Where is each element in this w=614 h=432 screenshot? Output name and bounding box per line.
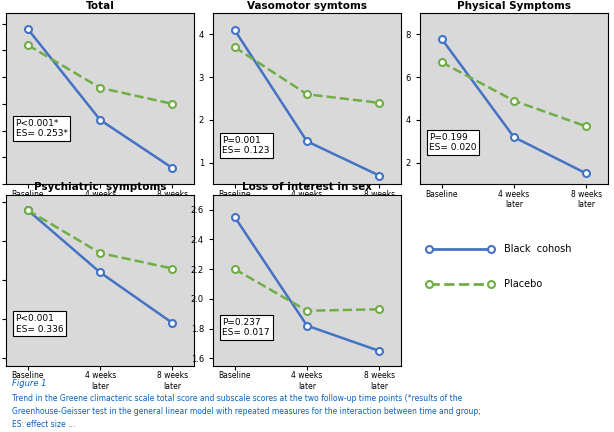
Title: Vasomotor symtoms: Vasomotor symtoms xyxy=(247,1,367,11)
Text: P=0.199
ES= 0.020: P=0.199 ES= 0.020 xyxy=(429,133,476,152)
Title: Total: Total xyxy=(86,1,115,11)
Text: ES: effect size ...: ES: effect size ... xyxy=(12,420,76,429)
Title: Physical Symptoms: Physical Symptoms xyxy=(457,1,571,11)
Text: P<0.001*
ES= 0.253*: P<0.001* ES= 0.253* xyxy=(15,119,68,138)
Text: Greenhouse-Geisser test in the general linear model with repeated measures for t: Greenhouse-Geisser test in the general l… xyxy=(12,407,481,416)
Text: Trend in the Greene climacteric scale total score and subscale scores at the two: Trend in the Greene climacteric scale to… xyxy=(12,394,462,403)
Title: Psychiatric  symptoms: Psychiatric symptoms xyxy=(34,182,166,193)
Text: P=0.001
ES= 0.123: P=0.001 ES= 0.123 xyxy=(222,136,270,156)
Text: Placebo: Placebo xyxy=(505,279,543,289)
Text: Black  cohosh: Black cohosh xyxy=(505,245,572,254)
Text: P<0.001
ES= 0.336: P<0.001 ES= 0.336 xyxy=(15,314,63,334)
Title: Loss of interest in sex: Loss of interest in sex xyxy=(242,182,372,193)
Text: Figure 1: Figure 1 xyxy=(12,379,47,388)
Text: P=0.237
ES= 0.017: P=0.237 ES= 0.017 xyxy=(222,318,270,337)
